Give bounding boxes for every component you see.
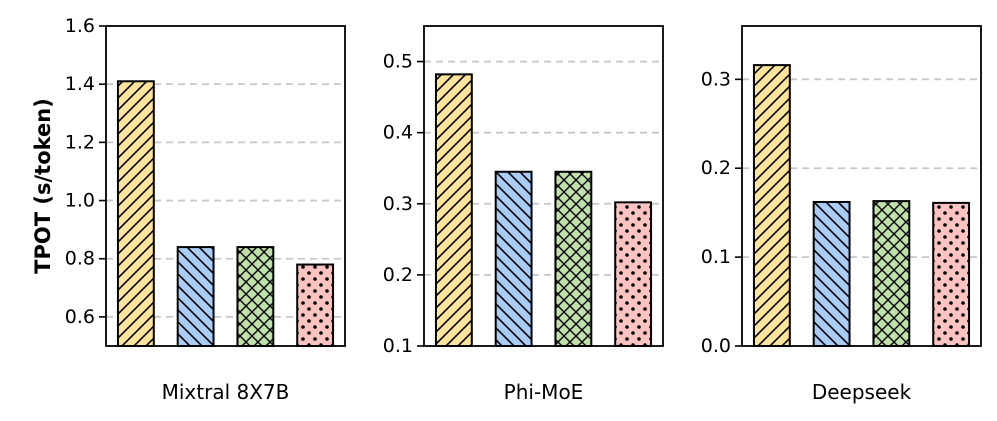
bar: [236, 246, 275, 347]
y-tick-label: 1.6: [65, 15, 95, 37]
y-tick-label: 0.6: [65, 306, 95, 328]
y-tick-label: 0.4: [383, 122, 413, 144]
bar: [872, 200, 911, 347]
bar: [614, 201, 653, 347]
y-tick-label: 1.4: [65, 73, 95, 95]
y-tick-label: 0.5: [383, 51, 413, 73]
bar: [296, 263, 335, 347]
y-tick-label: 0.2: [701, 157, 731, 179]
axes-frame: [423, 25, 664, 347]
y-tick-label: 0.3: [701, 68, 731, 90]
x-axis-label: Deepseek: [812, 380, 912, 404]
bar: [554, 170, 593, 347]
panel-3: 0.0 0.1 0.2 0.3 Deepseek: [701, 25, 982, 404]
bar: [932, 201, 971, 347]
bar: [812, 201, 851, 347]
axes-frame: [741, 25, 982, 347]
y-tick-label: 0.1: [701, 246, 731, 268]
x-axis-label: Phi-MoE: [504, 380, 584, 404]
bar: [176, 246, 215, 347]
axes-frame: [105, 25, 346, 347]
y-tick-label: 0.3: [383, 193, 413, 215]
y-tick-label: 0.0: [701, 335, 731, 357]
y-tick-label: 0.8: [65, 248, 95, 270]
y-tick-label: 0.1: [383, 335, 413, 357]
y-tick-label: 0.2: [383, 264, 413, 286]
y-axis-label: TPOT (s/token): [31, 98, 55, 274]
x-axis-label: Mixtral 8X7B: [162, 380, 290, 404]
bar: [494, 170, 533, 347]
bar: [434, 73, 473, 347]
panel-2: 0.1 0.2 0.3 0.4 0.5 Phi-MoE: [383, 25, 664, 404]
y-tick-label: 1.0: [65, 190, 95, 212]
bar: [752, 64, 791, 347]
bar: [116, 80, 155, 347]
y-tick-label: 1.2: [65, 131, 95, 153]
panel-1: 0.6 0.8 1.0 1.2 1.4 1.6 Mixtral 8X7B: [65, 15, 346, 404]
